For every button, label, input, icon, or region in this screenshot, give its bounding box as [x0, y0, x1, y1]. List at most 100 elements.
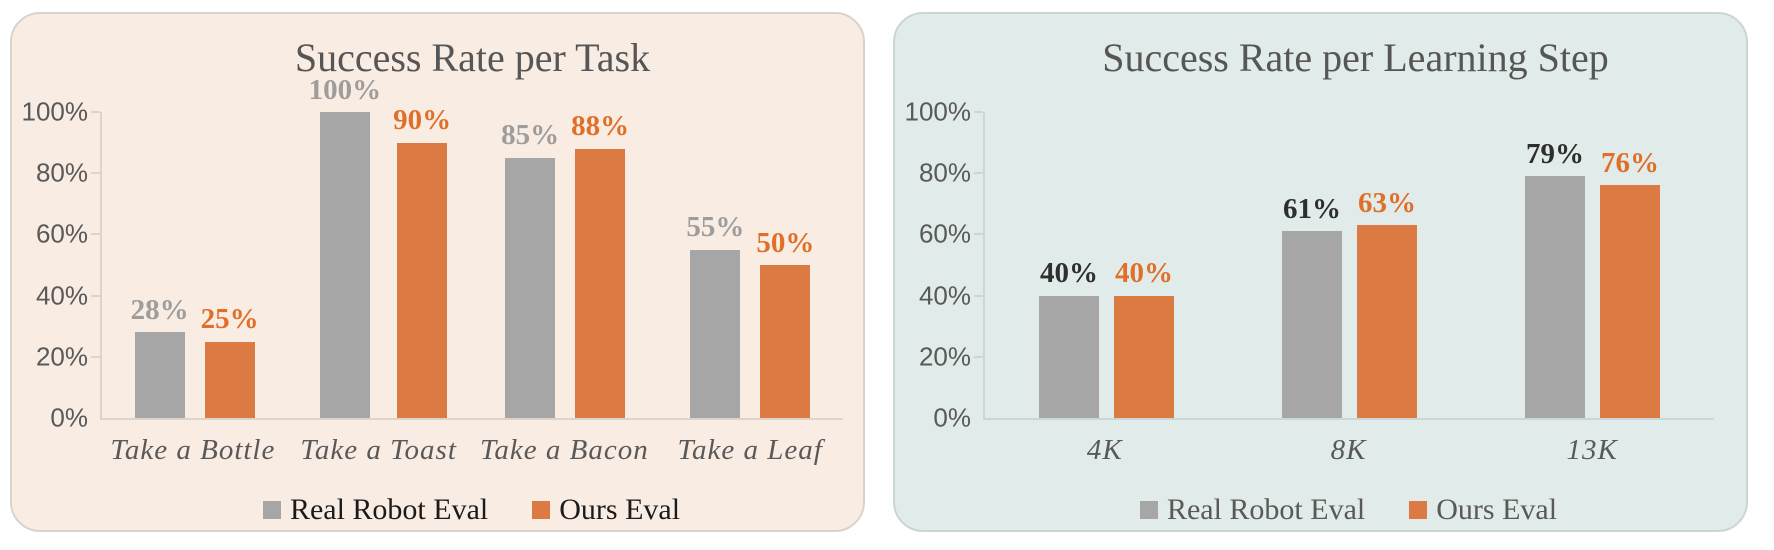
x-axis-labels: 4K 8K 13K [983, 434, 1714, 467]
chart-title: Success Rate per Learning Step [1102, 35, 1609, 80]
bar-column: 100% [309, 74, 381, 418]
y-tick-label: 0% [933, 402, 971, 433]
bar [1039, 295, 1099, 418]
bar-column: 88% [571, 110, 630, 418]
bar [1282, 231, 1342, 418]
legend-label: Real Robot Eval [289, 493, 489, 526]
y-tick-mark [91, 172, 100, 175]
bar [397, 142, 448, 418]
y-tick-label: 60% [918, 218, 971, 249]
bar-value-label: 100% [308, 73, 382, 106]
y-tick-mark [974, 355, 983, 358]
bar-value-label: 90% [393, 104, 452, 137]
bar-value-label: 28% [130, 293, 189, 326]
bar [319, 112, 370, 418]
bar [134, 332, 185, 418]
bar-pair: 55% 50% [686, 112, 814, 418]
bar-value-label: 76% [1601, 147, 1659, 180]
y-axis: 0% 20% 40% 60% 80% 100% [12, 97, 100, 433]
bar-value-label: 50% [756, 226, 815, 259]
y-tick-mark [974, 233, 983, 236]
bar [1114, 295, 1174, 418]
bar-value-label: 40% [1040, 257, 1098, 290]
chart-area: 0% 20% 40% 60% 80% 100% 40% 40% 61% 63% 79% 76% 4K… [895, 97, 1746, 527]
bar-column: 76% [1600, 112, 1660, 418]
plot-column: 28% 25% 100% 90% 85% 88% 55% 50% Take a Bottle T… [91, 74, 843, 527]
bar-value-label: 85% [501, 119, 560, 152]
plot-area: 28% 25% 100% 90% 85% 88% 55% 50% [91, 74, 843, 420]
bar-pair: 100% 90% [309, 74, 451, 418]
category-label: 8K [1330, 434, 1367, 466]
y-axis: 0% 20% 40% 60% 80% 100% [895, 97, 983, 433]
y-tick-mark [974, 172, 983, 175]
x-axis-labels: Take a Bottle Take a Toast Take a Bacon Tak… [100, 434, 843, 467]
bar-value-label: 88% [571, 110, 630, 143]
bar-group: 55% 50% [658, 112, 843, 418]
y-tick-mark [91, 355, 100, 358]
category-label: Take a Leaf [677, 434, 823, 466]
bar-pair: 61% 63% [1282, 112, 1417, 418]
y-tick-label: 80% [918, 157, 971, 188]
bar-group: 79% 76% [1471, 112, 1714, 418]
y-tick-label: 20% [918, 341, 971, 372]
bar [204, 341, 255, 418]
legend-swatch [262, 501, 281, 519]
legend-item: Ours Eval [1409, 493, 1557, 527]
bar-pair: 28% 25% [131, 112, 259, 418]
bar [1357, 225, 1417, 418]
bar-groups: 28% 25% 100% 90% 85% 88% 55% 50% [102, 74, 843, 418]
plot-column: 40% 40% 61% 63% 79% 76% 4K 8K 13K Real Robot Ev… [974, 111, 1714, 527]
bar-group: 85% 88% [473, 110, 658, 418]
legend-label: Ours Eval [559, 493, 681, 526]
bar-value-label: 63% [1358, 186, 1416, 219]
legend-swatch [1139, 501, 1158, 519]
category-label: 13K [1566, 434, 1618, 466]
bar [690, 249, 741, 418]
y-tick-mark [91, 294, 100, 297]
y-tick-label: 60% [35, 218, 88, 249]
bar-value-label: 79% [1526, 137, 1584, 170]
y-tick-label: 100% [904, 96, 972, 127]
legend-item: Ours Eval [532, 493, 680, 527]
legend-swatch [532, 501, 551, 519]
legend-item: Real Robot Eval [1139, 493, 1366, 527]
bar-column: 40% [1039, 112, 1099, 418]
chart-area: 0% 20% 40% 60% 80% 100% 28% 25% 100% 90% 85% 88% 55… [12, 74, 863, 527]
bar-column: 63% [1357, 112, 1417, 418]
bar-column: 25% [201, 112, 259, 418]
bar-pair: 79% 76% [1525, 112, 1660, 418]
bar-group: 28% 25% [102, 112, 287, 418]
bar-column: 85% [501, 112, 559, 418]
category-label: Take a Bacon [479, 434, 649, 466]
bar-value-label: 61% [1283, 192, 1341, 225]
bar-column: 55% [686, 112, 744, 418]
bar-pair: 40% 40% [1039, 112, 1174, 418]
chart-card-success-rate-per-task: Success Rate per Task 0% 20% 40% 60% 80% 100%… [10, 12, 865, 532]
bar-group: 40% 40% [985, 112, 1228, 418]
legend-swatch [1409, 501, 1428, 519]
bar-group: 100% 90% [287, 74, 472, 418]
bar-value-label: 25% [200, 303, 259, 336]
bar-column: 50% [756, 112, 814, 418]
y-tick-mark [974, 294, 983, 297]
category-label: Take a Toast [300, 434, 457, 466]
y-tick-mark [974, 111, 983, 113]
y-tick-mark [91, 233, 100, 236]
category-label: 4K [1086, 434, 1123, 466]
bar-column: 61% [1282, 112, 1342, 418]
legend-label: Real Robot Eval [1166, 493, 1366, 526]
y-tick-label: 100% [21, 96, 89, 127]
bar [760, 265, 811, 418]
bar-column: 28% [131, 112, 189, 418]
y-tick-label: 80% [35, 157, 88, 188]
chart-title: Success Rate per Task [294, 35, 651, 80]
bar [505, 157, 556, 418]
y-tick-label: 20% [35, 341, 88, 372]
bar-group: 61% 63% [1228, 112, 1471, 418]
bar-value-label: 55% [686, 211, 745, 244]
plot-area: 40% 40% 61% 63% 79% 76% [974, 111, 1714, 420]
y-tick-label: 40% [35, 280, 88, 311]
bar [575, 148, 626, 418]
y-tick-label: 40% [918, 280, 971, 311]
bar-value-label: 40% [1115, 257, 1173, 290]
